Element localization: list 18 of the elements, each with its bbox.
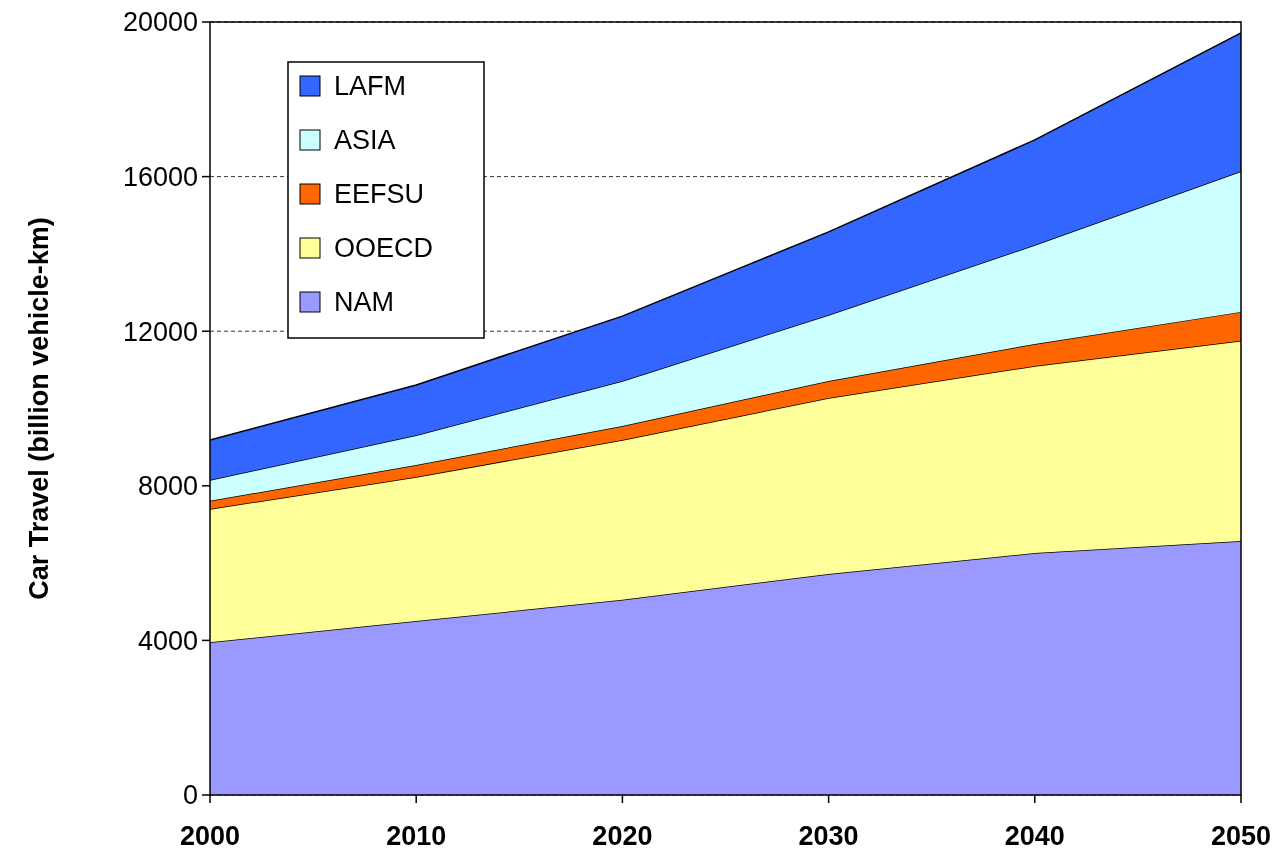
y-tick-label: 0 bbox=[182, 780, 198, 811]
legend-label: OOECD bbox=[334, 233, 434, 264]
legend-label: EEFSU bbox=[334, 179, 425, 210]
y-axis-title: Car Travel (billion vehicle-km) bbox=[24, 217, 54, 600]
legend-label: LAFM bbox=[334, 71, 407, 102]
y-tick-label: 12000 bbox=[122, 316, 198, 347]
y-tick-label: 20000 bbox=[122, 7, 198, 38]
x-tick-label: 2030 bbox=[798, 821, 859, 851]
x-tick-label: 2010 bbox=[386, 821, 447, 851]
legend-label: ASIA bbox=[334, 125, 396, 156]
y-tick-label: 8000 bbox=[137, 471, 198, 502]
x-tick-label: 2040 bbox=[1004, 821, 1065, 851]
x-tick-label: 2000 bbox=[179, 821, 241, 851]
y-tick-label: 16000 bbox=[122, 162, 198, 193]
legend-label: NAM bbox=[334, 287, 394, 318]
x-tick-label: 2050 bbox=[1210, 821, 1272, 851]
y-tick-label: 4000 bbox=[137, 625, 198, 656]
x-tick-label: 2020 bbox=[592, 821, 653, 851]
